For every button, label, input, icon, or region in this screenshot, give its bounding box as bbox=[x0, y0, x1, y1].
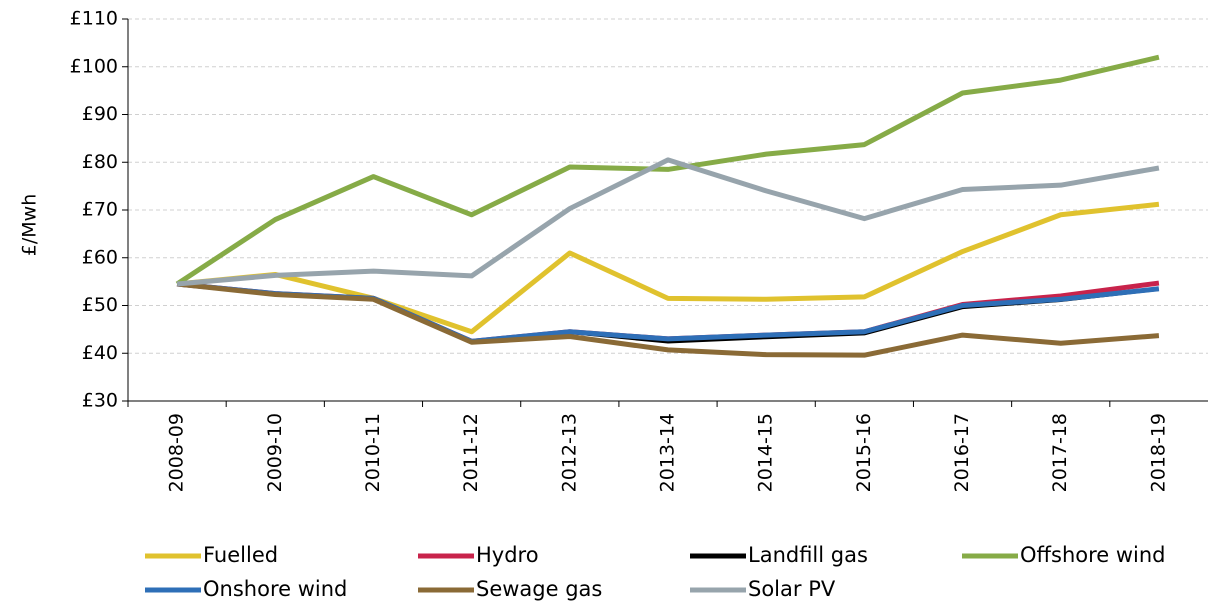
y-tick-label: £30 bbox=[82, 390, 118, 412]
series-line bbox=[176, 201, 1160, 335]
y-tick-label: £60 bbox=[82, 246, 118, 268]
legend-label: Landfill gas bbox=[748, 543, 868, 567]
legend-label: Onshore wind bbox=[203, 577, 347, 601]
x-tick-label: 2010-11 bbox=[362, 413, 384, 492]
x-tick-label: 2014-15 bbox=[755, 413, 777, 492]
x-tick-label: 2018-19 bbox=[1147, 413, 1169, 492]
legend-label: Fuelled bbox=[203, 543, 278, 567]
series-line bbox=[176, 282, 1160, 344]
x-tick-label: 2015-16 bbox=[853, 413, 875, 492]
x-tick-label: 2012-13 bbox=[558, 413, 580, 492]
series-line bbox=[176, 281, 1160, 358]
x-tick-label: 2013-14 bbox=[657, 413, 679, 492]
y-tick-label: £80 bbox=[82, 151, 118, 173]
y-tick-label: £110 bbox=[70, 8, 118, 30]
legend-label: Hydro bbox=[476, 543, 539, 567]
x-tick-label: 2011-12 bbox=[460, 413, 482, 492]
x-tick-label: 2017-18 bbox=[1049, 413, 1071, 492]
y-tick-label: £50 bbox=[82, 294, 118, 316]
y-tick-label: £40 bbox=[82, 342, 118, 364]
legend-label: Sewage gas bbox=[476, 577, 602, 601]
y-axis-label: £/Mwh bbox=[19, 194, 41, 256]
x-tick-label: 2008-09 bbox=[166, 413, 188, 492]
y-tick-label: £100 bbox=[70, 55, 118, 77]
legend-label: Solar PV bbox=[748, 577, 836, 601]
series-line bbox=[175, 54, 1160, 287]
x-tick-label: 2016-17 bbox=[951, 413, 973, 492]
legend-label: Offshore wind bbox=[1020, 543, 1166, 567]
series-line bbox=[176, 281, 1160, 344]
series-line bbox=[176, 157, 1160, 287]
legend: Fuelled Hydro Landfill gas Offshore wind Ons… bbox=[145, 543, 1166, 601]
y-tick-label: £90 bbox=[82, 103, 118, 125]
y-tick-label: £70 bbox=[82, 199, 118, 221]
series-line bbox=[176, 280, 1160, 344]
x-tick-label: 2009-10 bbox=[264, 413, 286, 492]
